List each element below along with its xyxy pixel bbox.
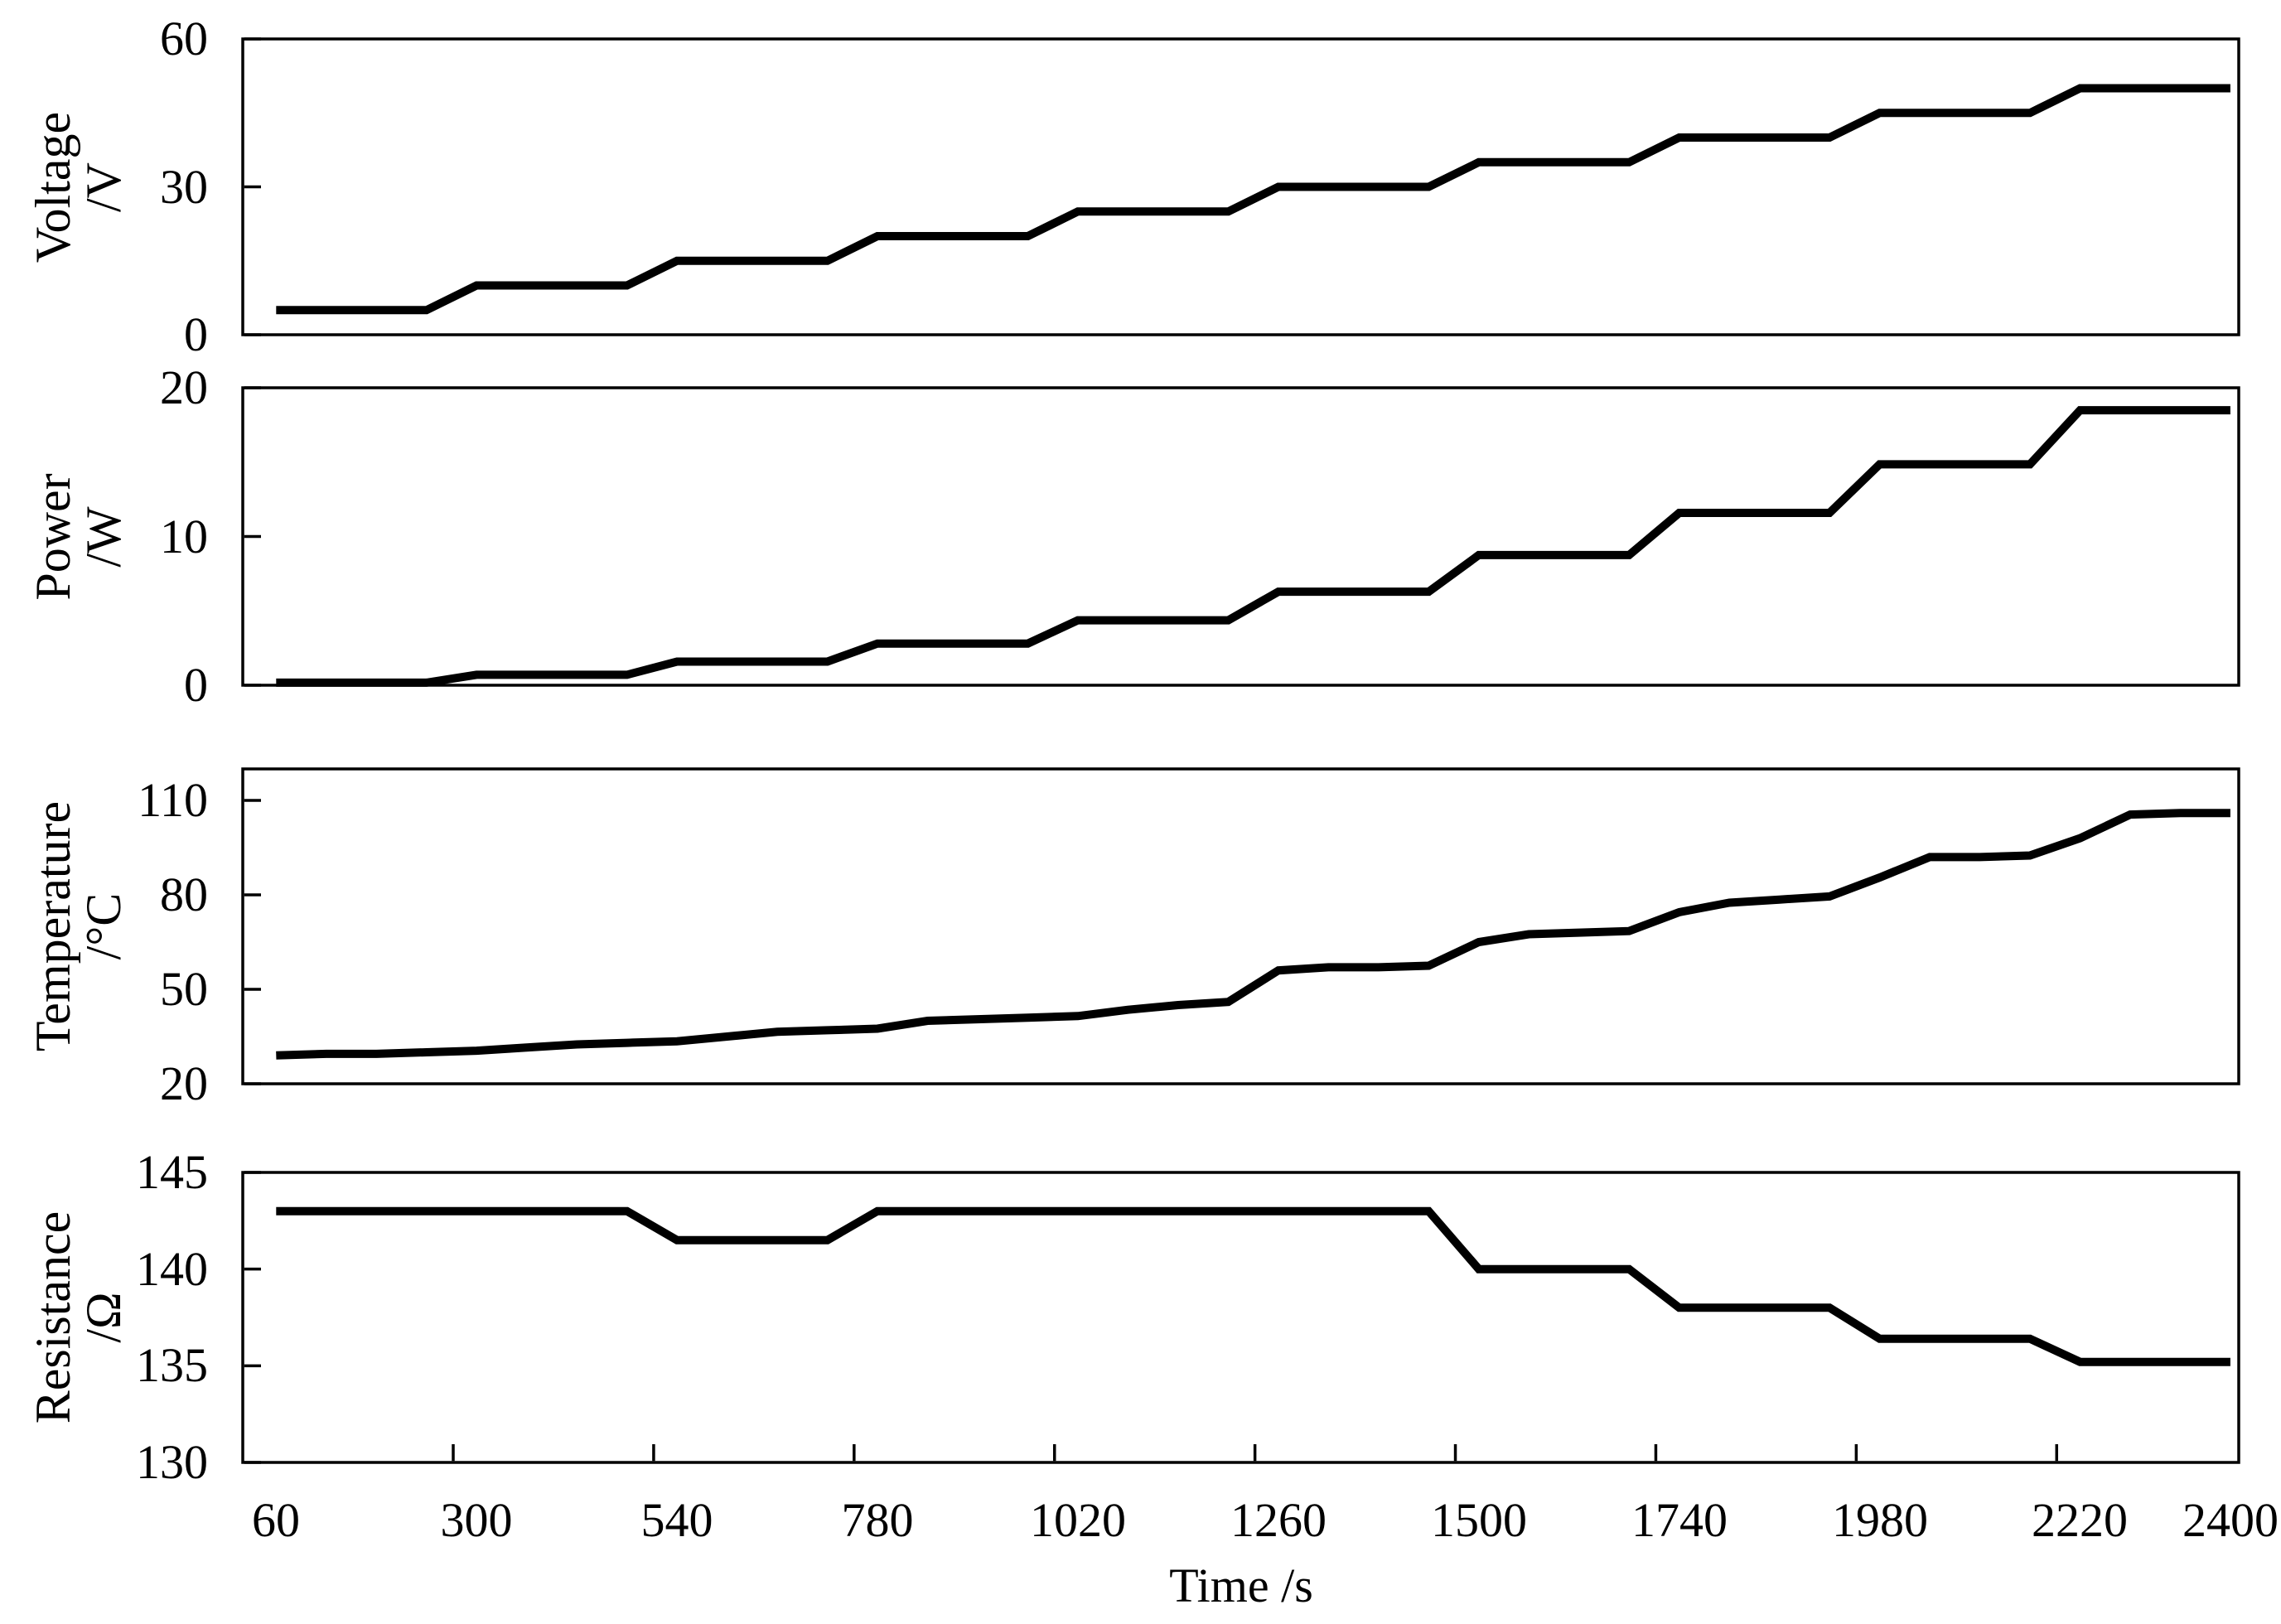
time-tick-label: 1500 [1431, 1493, 1527, 1547]
temperature-ytick-label: 110 [138, 773, 208, 827]
time-tick-label: 1980 [1832, 1493, 1928, 1547]
resistance-ytick-label: 135 [136, 1338, 208, 1392]
power-ytick-label: 0 [184, 658, 208, 712]
resistance-ytick-label: 145 [136, 1145, 208, 1199]
time-tick-label: 780 [841, 1493, 914, 1547]
temperature-curve [276, 809, 2230, 1060]
voltage-ytick-label: 60 [160, 12, 208, 65]
power-ytick-label: 20 [160, 360, 208, 414]
resistance-axis-title-name: Resistance [25, 1211, 80, 1424]
time-tick-label: 1740 [1631, 1493, 1728, 1547]
resistance-curve [276, 1206, 2230, 1366]
resistance-ytick-label: 140 [136, 1242, 208, 1296]
resistance-plot-border [241, 1171, 2240, 1464]
resistance-axis-title-area: Resistance/Ω [12, 1172, 145, 1462]
resistance-ytick-label: 130 [136, 1435, 208, 1489]
time-tick-label: 2400 [2182, 1493, 2279, 1547]
power-curve [276, 406, 2230, 687]
power-ytick-label: 10 [160, 510, 208, 563]
time-tick-label: 1020 [1030, 1493, 1126, 1547]
voltage-ytick-label: 0 [184, 307, 208, 361]
temperature-ytick-label: 50 [160, 962, 208, 1016]
voltage-curve [276, 84, 2230, 315]
power-plot-border [241, 386, 2240, 687]
x-axis-title: Time /s [1169, 1559, 1313, 1612]
time-tick-label: 300 [440, 1493, 513, 1547]
time-tick-label: 1260 [1230, 1493, 1327, 1547]
voltage-plot-border [241, 37, 2240, 336]
temperature-ytick-label: 20 [160, 1056, 208, 1110]
time-tick-label: 540 [640, 1493, 713, 1547]
temperature-plot-border [241, 767, 2240, 1085]
temperature-axis-title: Temperature/°C [25, 800, 131, 1052]
resistance-axis-title: Resistance/Ω [25, 1211, 131, 1424]
resistance-axis-title-unit: /Ω [76, 1292, 131, 1343]
voltage-ytick-label: 30 [160, 160, 208, 214]
temperature-ytick-label: 80 [160, 868, 208, 921]
time-tick-label: 2220 [2032, 1493, 2128, 1547]
time-tick-label: 60 [252, 1493, 300, 1547]
temperature-axis-title-name: Temperature [25, 800, 80, 1052]
